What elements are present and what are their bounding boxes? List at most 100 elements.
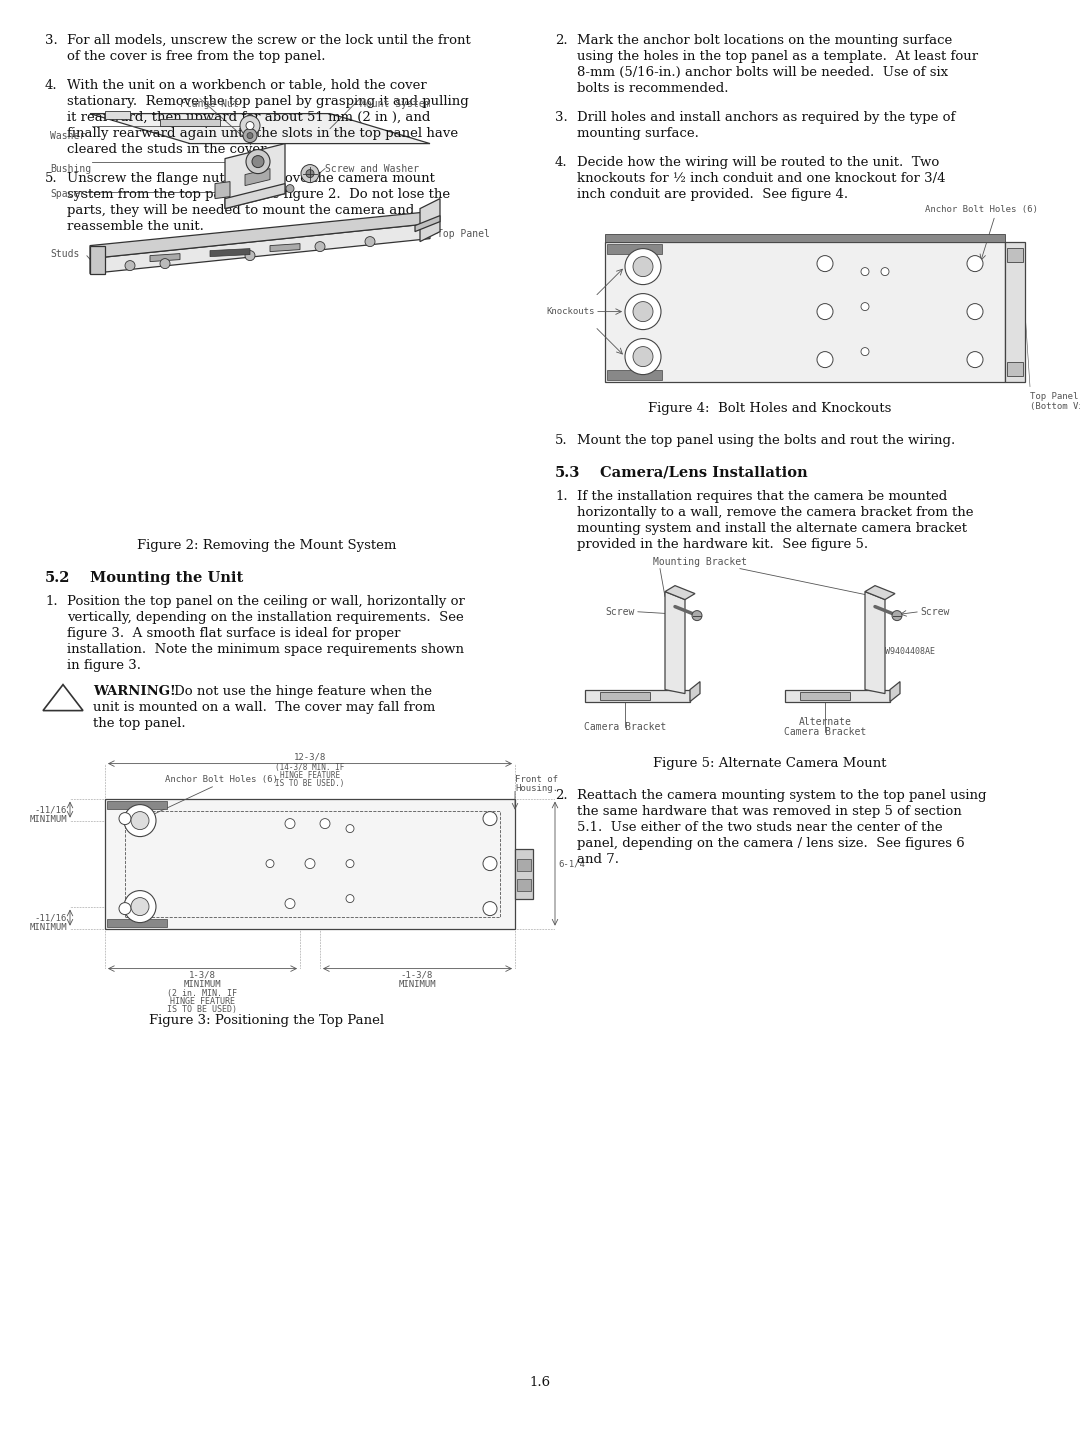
Text: it rearward, then upward for about 51 mm (2 in ), and: it rearward, then upward for about 51 mm… — [67, 111, 430, 124]
Text: If the installation requires that the camera be mounted: If the installation requires that the ca… — [577, 489, 947, 502]
Bar — [605, 242, 1005, 381]
Polygon shape — [225, 144, 285, 209]
Bar — [105, 799, 515, 928]
Text: mounting surface.: mounting surface. — [577, 127, 699, 140]
Polygon shape — [210, 249, 249, 256]
Text: the top panel.: the top panel. — [93, 717, 186, 730]
Circle shape — [483, 812, 497, 826]
Text: 8-mm (5/16-in.) anchor bolts will be needed.  Use of six: 8-mm (5/16-in.) anchor bolts will be nee… — [577, 66, 948, 79]
Text: Anchor Bolt Holes (6): Anchor Bolt Holes (6) — [165, 774, 278, 784]
Text: HINGE FEATURE: HINGE FEATURE — [280, 771, 340, 780]
Text: Bushing: Bushing — [50, 164, 91, 174]
Circle shape — [881, 268, 889, 276]
Text: Drill holes and install anchors as required by the type of: Drill holes and install anchors as requi… — [577, 111, 956, 124]
Text: 5.3: 5.3 — [555, 466, 580, 479]
Circle shape — [967, 256, 983, 272]
Polygon shape — [585, 689, 690, 702]
Text: 12-3/8: 12-3/8 — [294, 753, 326, 761]
Circle shape — [246, 150, 270, 174]
Text: and 7.: and 7. — [577, 852, 619, 866]
Text: MINIMUM: MINIMUM — [29, 922, 67, 931]
Polygon shape — [415, 216, 440, 232]
Circle shape — [119, 813, 131, 825]
Polygon shape — [105, 111, 130, 118]
Circle shape — [967, 304, 983, 319]
Text: Reattach the camera mounting system to the top panel using: Reattach the camera mounting system to t… — [577, 789, 986, 802]
Text: parts, they will be needed to mount the camera and: parts, they will be needed to mount the … — [67, 203, 415, 217]
Text: - Do not use the hinge feature when the: - Do not use the hinge feature when the — [161, 685, 432, 698]
Polygon shape — [665, 586, 696, 600]
Polygon shape — [865, 586, 895, 600]
Bar — [515, 849, 534, 898]
Text: vertically, depending on the installation requirements.  See: vertically, depending on the installatio… — [67, 610, 463, 623]
Circle shape — [365, 236, 375, 246]
Text: installation.  Note the minimum space requirements shown: installation. Note the minimum space req… — [67, 643, 464, 656]
Text: HINGE FEATURE: HINGE FEATURE — [170, 997, 234, 1006]
Circle shape — [861, 302, 869, 311]
Circle shape — [816, 351, 833, 367]
Text: provided in the hardware kit.  See figure 5.: provided in the hardware kit. See figure… — [577, 538, 868, 551]
Bar — [1007, 361, 1023, 376]
Circle shape — [243, 128, 257, 142]
Text: MINIMUM: MINIMUM — [29, 814, 67, 823]
Text: (2 in. MIN. IF: (2 in. MIN. IF — [167, 989, 237, 997]
Bar — [517, 879, 531, 891]
Text: Figure 5: Alternate Camera Mount: Figure 5: Alternate Camera Mount — [653, 757, 887, 770]
Bar — [107, 918, 167, 927]
Circle shape — [266, 859, 274, 868]
Text: IS TO BE USED): IS TO BE USED) — [167, 1004, 237, 1013]
Circle shape — [124, 891, 156, 922]
Text: 3.: 3. — [555, 111, 568, 124]
Circle shape — [125, 260, 135, 271]
Polygon shape — [890, 682, 900, 702]
Text: 2.: 2. — [555, 789, 568, 802]
Text: Housing.: Housing. — [515, 784, 558, 793]
Polygon shape — [150, 253, 180, 262]
Circle shape — [346, 895, 354, 902]
Polygon shape — [865, 591, 885, 694]
Text: inch conduit are provided.  See figure 4.: inch conduit are provided. See figure 4. — [577, 187, 848, 200]
Bar — [517, 859, 531, 871]
Circle shape — [245, 250, 255, 260]
Circle shape — [346, 825, 354, 833]
Circle shape — [633, 256, 653, 276]
Circle shape — [131, 812, 149, 830]
Polygon shape — [1005, 242, 1025, 381]
Text: Knockouts: Knockouts — [546, 307, 595, 317]
Text: Mounting Bracket: Mounting Bracket — [653, 557, 747, 567]
Circle shape — [633, 302, 653, 321]
Circle shape — [119, 902, 131, 915]
Circle shape — [246, 122, 254, 130]
Bar — [600, 692, 650, 699]
Polygon shape — [225, 184, 285, 209]
Circle shape — [286, 184, 294, 193]
Text: 1.: 1. — [45, 594, 57, 607]
Polygon shape — [690, 682, 700, 702]
Text: Figure 4:  Bolt Holes and Knockouts: Figure 4: Bolt Holes and Knockouts — [648, 401, 892, 414]
Text: Decide how the wiring will be routed to the unit.  Two: Decide how the wiring will be routed to … — [577, 155, 940, 168]
Text: the same hardware that was removed in step 5 of section: the same hardware that was removed in st… — [577, 804, 962, 817]
Text: 4.: 4. — [555, 155, 568, 168]
Circle shape — [124, 804, 156, 836]
Text: Top Panel: Top Panel — [437, 229, 490, 239]
Polygon shape — [90, 114, 430, 144]
Text: cleared the studs in the cover.: cleared the studs in the cover. — [67, 142, 269, 155]
Bar — [1007, 248, 1023, 262]
Text: figure 3.  A smooth flat surface is ideal for proper: figure 3. A smooth flat surface is ideal… — [67, 626, 401, 639]
Circle shape — [892, 610, 902, 620]
Text: horizontally to a wall, remove the camera bracket from the: horizontally to a wall, remove the camer… — [577, 505, 973, 518]
Bar — [125, 810, 500, 917]
Text: For all models, unscrew the screw or the lock until the front: For all models, unscrew the screw or the… — [67, 35, 471, 47]
Text: (14-3/8 MIN. IF: (14-3/8 MIN. IF — [275, 763, 345, 771]
Text: -11/16: -11/16 — [35, 806, 67, 814]
Text: 5.1.  Use either of the two studs near the center of the: 5.1. Use either of the two studs near th… — [577, 820, 943, 833]
Circle shape — [306, 170, 314, 177]
Polygon shape — [215, 181, 230, 199]
Text: Spacer: Spacer — [50, 189, 85, 199]
Text: Anchor Bolt Holes (6): Anchor Bolt Holes (6) — [924, 204, 1038, 213]
Bar — [607, 370, 662, 380]
Text: system from the top panel.  See figure 2.  Do not lose the: system from the top panel. See figure 2.… — [67, 187, 450, 200]
Circle shape — [692, 610, 702, 620]
Text: 5.: 5. — [555, 433, 568, 446]
Circle shape — [816, 304, 833, 319]
